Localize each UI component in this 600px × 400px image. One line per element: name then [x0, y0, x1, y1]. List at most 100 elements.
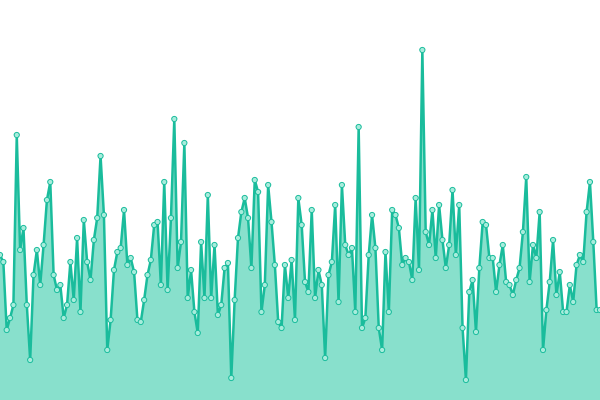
point [204, 191, 211, 199]
point [255, 188, 262, 196]
point [70, 296, 77, 304]
point [43, 196, 51, 204]
point [6, 314, 14, 322]
point [348, 244, 356, 252]
point [328, 258, 335, 266]
point [583, 208, 590, 216]
point [114, 248, 121, 256]
point [167, 214, 175, 222]
point [553, 291, 560, 299]
point [436, 201, 443, 209]
point [244, 214, 252, 222]
point [100, 211, 108, 219]
point [322, 354, 329, 362]
point [278, 324, 285, 332]
point [332, 201, 339, 209]
point [77, 308, 84, 316]
point [379, 346, 386, 354]
point [372, 244, 379, 252]
point [499, 241, 506, 249]
point [405, 258, 413, 266]
point [402, 254, 409, 262]
point [315, 266, 322, 274]
point [523, 173, 530, 181]
point [124, 261, 131, 269]
point [415, 266, 423, 274]
point [120, 206, 128, 214]
point [412, 194, 419, 202]
point [311, 294, 319, 302]
point [389, 206, 396, 214]
point [271, 261, 278, 269]
point [164, 286, 171, 294]
point [0, 258, 7, 266]
point [482, 221, 490, 229]
point [33, 246, 40, 254]
point [506, 281, 513, 289]
point [429, 206, 436, 214]
point [130, 268, 138, 276]
point [218, 301, 225, 309]
point [194, 329, 201, 337]
point [3, 326, 10, 334]
point [265, 181, 272, 189]
point [549, 236, 557, 244]
point [198, 238, 205, 246]
point [224, 259, 232, 267]
point [57, 281, 64, 289]
point [228, 374, 235, 382]
point [586, 178, 594, 186]
point [546, 278, 553, 286]
point [127, 254, 134, 262]
point [301, 278, 309, 286]
point [23, 301, 30, 309]
point [533, 254, 540, 262]
point [573, 261, 580, 269]
point [191, 308, 198, 316]
point [161, 178, 168, 186]
point [345, 251, 352, 259]
point [144, 271, 151, 279]
point [288, 256, 295, 264]
point [201, 294, 208, 302]
point [449, 186, 456, 194]
point [368, 211, 376, 219]
point [539, 346, 547, 354]
point [355, 123, 362, 131]
point [60, 314, 67, 322]
point [275, 318, 282, 326]
point [40, 241, 47, 249]
point [422, 228, 429, 236]
point [231, 296, 238, 304]
point [221, 264, 228, 272]
point [472, 328, 480, 336]
point [509, 291, 516, 299]
point [459, 324, 466, 332]
point [63, 301, 71, 309]
point [30, 271, 37, 279]
point [0, 251, 4, 259]
point [154, 218, 161, 226]
point [446, 241, 453, 249]
point [107, 316, 114, 324]
point [67, 258, 74, 266]
point [382, 248, 389, 256]
point [187, 266, 195, 274]
point [325, 271, 332, 279]
point [338, 181, 345, 189]
point [385, 308, 392, 316]
point [285, 294, 292, 302]
point [419, 46, 426, 54]
point [295, 194, 302, 202]
point [566, 281, 573, 289]
point [157, 281, 164, 289]
point [399, 261, 406, 269]
point [261, 281, 268, 289]
point [318, 281, 325, 289]
point [50, 271, 57, 279]
point [452, 251, 459, 259]
point [211, 241, 218, 249]
point [519, 228, 527, 236]
